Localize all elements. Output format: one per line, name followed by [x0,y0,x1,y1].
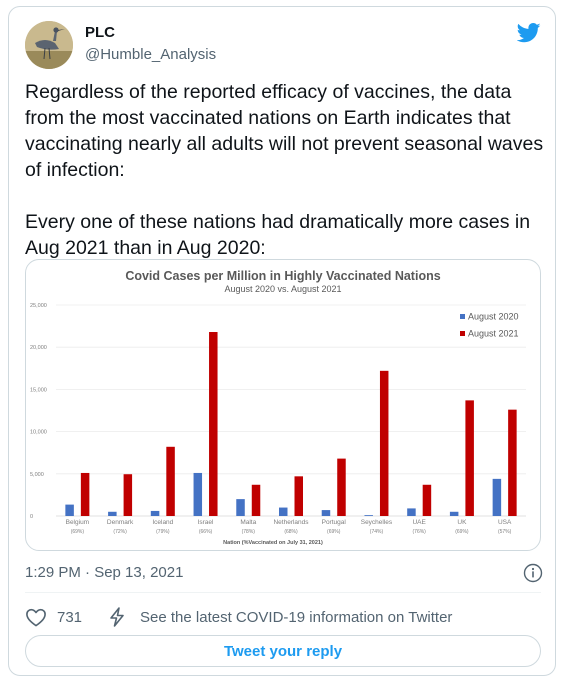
info-icon[interactable] [523,563,543,583]
y-tick-label: 20,000 [30,345,47,351]
bar-august-2021 [422,484,432,516]
bar-august-2020 [492,478,502,516]
bar-august-2020 [279,507,288,516]
bars [65,332,517,516]
x-tick-sublabel: (78%) [242,529,256,535]
legend-label-2021: August 2021 [468,329,519,339]
bar-august-2021 [123,474,133,516]
chart-legend: August 2020 August 2021 [460,312,519,339]
x-tick-label: Netherlands [273,519,309,526]
bar-august-2021 [80,472,90,516]
bar-august-2020 [236,499,245,516]
legend-label-2020: August 2020 [468,312,519,322]
x-tick-sublabel: (66%) [199,529,213,535]
y-tick-label: 15,000 [30,387,47,393]
bar-august-2021 [166,446,175,516]
chart-title: Covid Cases per Million in Highly Vaccin… [125,269,440,283]
tweet-timestamp[interactable]: 1:29 PM · Sep 13, 2021 [25,564,184,581]
x-tick-label: Denmark [107,519,134,526]
bar-august-2021 [251,484,261,516]
author-handle[interactable]: @Humble_Analysis [85,46,217,63]
y-tick-label: 0 [30,514,33,520]
x-tick-label: Malta [240,519,256,526]
bar-august-2020 [65,504,74,516]
gridlines [56,304,526,517]
tweet-paragraph: Regardless of the reported efficacy of v… [25,81,544,181]
bar-august-2020 [449,511,459,516]
tweet-text: Regardless of the reported efficacy of v… [25,79,545,261]
x-tick-label: Iceland [152,519,173,526]
tweet-card: PLC @Humble_Analysis Regardless of the r… [8,6,556,676]
bar-august-2020 [364,515,373,516]
chart-subtitle: August 2020 vs. August 2021 [224,284,341,294]
bar-august-2021 [465,400,474,516]
bar-august-2021 [209,332,218,516]
x-tick-sublabel: (69%) [71,529,85,535]
x-tick-sublabel: (72%) [113,529,127,535]
bar-august-2021 [379,370,389,516]
x-tick-sublabel: (74%) [370,529,384,535]
x-tick-label: USA [498,519,512,526]
y-tick-label: 25,000 [30,303,47,309]
tweet-paragraph: Every one of these nations had dramatica… [25,211,531,259]
x-tick-sublabel: (57%) [498,529,512,535]
divider [25,592,541,593]
action-row: 731 See the latest COVID-19 information … [25,605,452,629]
bar-august-2020 [407,508,416,516]
bar-chart: Covid Cases per Million in Highly Vaccin… [30,269,526,546]
bar-august-2021 [294,476,303,516]
x-tick-label: UAE [412,519,426,526]
x-tick-sublabel: (68%) [284,529,298,535]
tweet-reply-button[interactable]: Tweet your reply [25,635,541,667]
bar-august-2020 [193,472,203,516]
x-tick-sublabel: (76%) [413,529,427,535]
bar-august-2020 [108,511,117,516]
x-tick-sublabel: (79%) [156,529,170,535]
x-tick-label: Seychelles [361,519,393,526]
y-tick-label: 10,000 [30,430,47,436]
x-tick-label: Israel [198,519,214,526]
bird-icon[interactable] [517,22,541,44]
bar-august-2021 [337,458,346,516]
bar-august-2021 [508,409,517,516]
author-name[interactable]: PLC [85,24,115,41]
legend-swatch-2020 [460,314,465,319]
x-tick-sublabel: (69%) [455,529,469,535]
chart-image[interactable]: Covid Cases per Million in Highly Vaccin… [25,259,541,551]
like-count[interactable]: 731 [57,608,83,626]
avatar[interactable] [25,21,73,69]
bar-august-2020 [321,510,331,516]
x-tick-label: Portugal [322,519,347,526]
covid-info-link[interactable]: See the latest COVID-19 information on T… [140,608,453,626]
legend-swatch-2021 [460,331,465,336]
bolt-icon [110,607,124,627]
y-tick-label: 5,000 [30,472,44,478]
x-tick-label: Belgium [66,519,89,526]
y-axis: 0 5,000 10,000 15,000 20,000 25,000 [30,303,47,520]
x-axis-title: Nation (%Vaccinated on July 31, 2021) [223,540,323,546]
x-axis: Belgium (69%) Denmark (72%) Iceland (79%) Isra… [66,519,512,535]
x-tick-label: UK [457,519,467,526]
heart-icon[interactable] [25,607,47,627]
x-tick-sublabel: (69%) [327,529,341,535]
bar-august-2020 [150,510,160,516]
